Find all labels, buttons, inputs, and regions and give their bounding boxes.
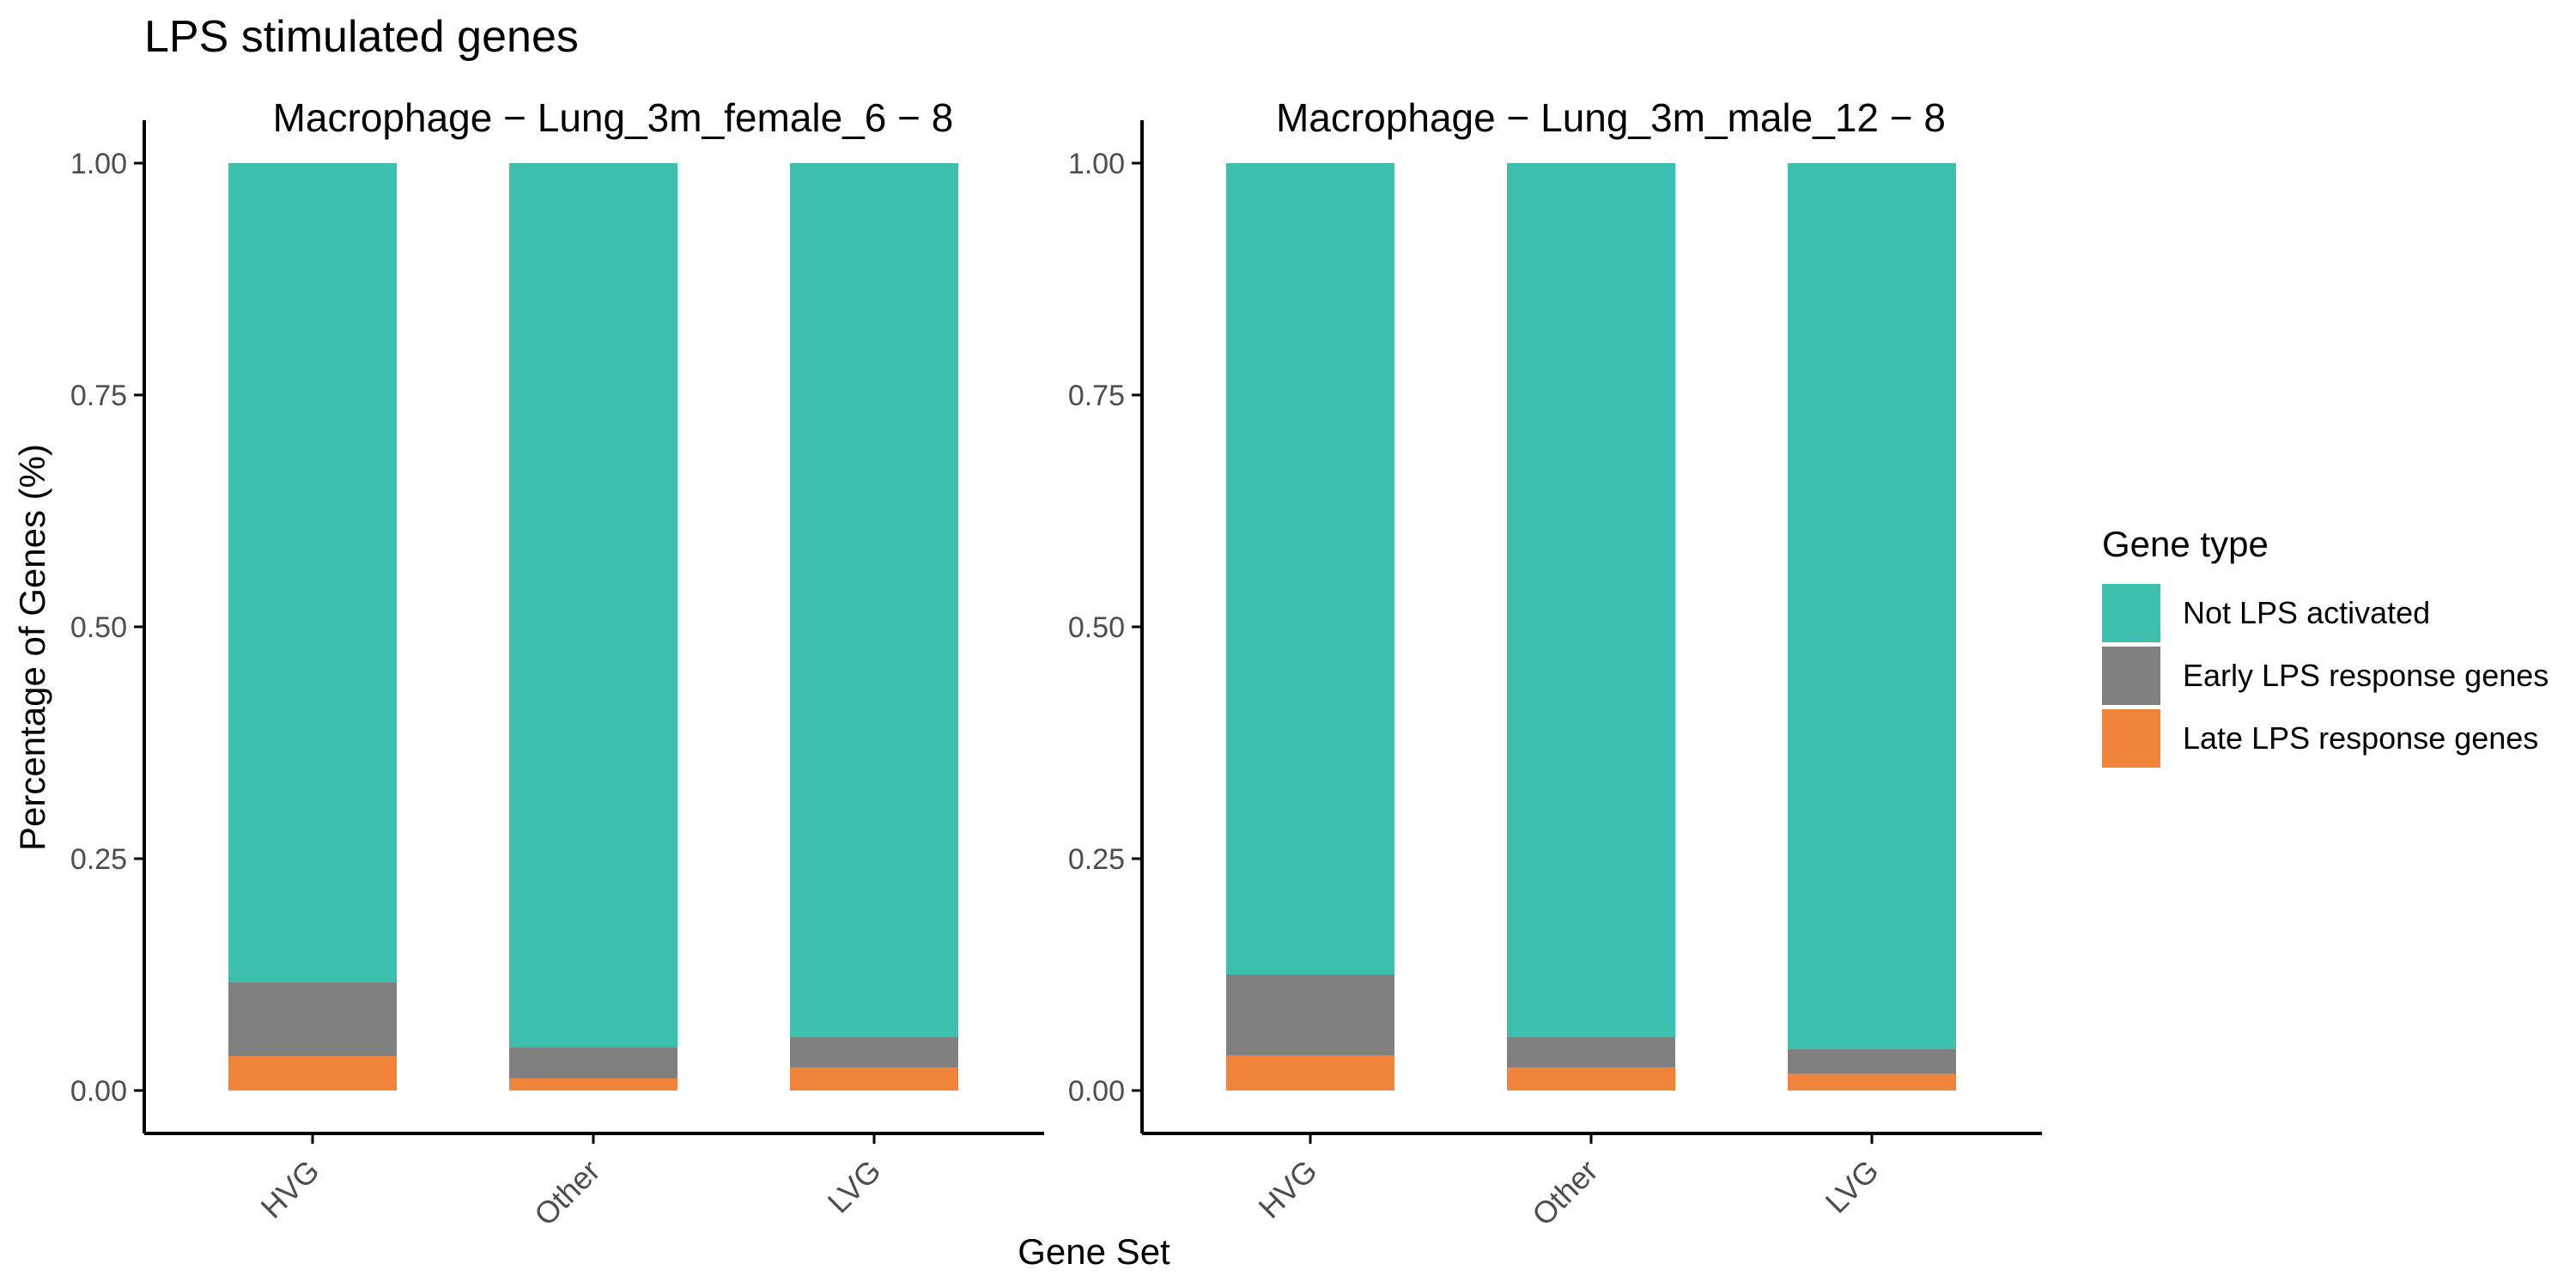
chart-panels: Macrophage − Lung_3m_female_6 − 8 HVG Othe… — [70, 95, 2042, 1232]
bar-segment — [790, 1067, 958, 1091]
legend: Gene type Not LPS activated Early LPS res… — [2102, 524, 2549, 768]
panel-2: Macrophage − Lung_3m_male_12 − 8 HVG Other… — [1068, 95, 2042, 1232]
bar-segment — [1507, 163, 1675, 1037]
legend-swatch — [2102, 584, 2160, 642]
figure-title: LPS stimulated genes — [144, 12, 579, 62]
legend-title: Gene type — [2102, 524, 2269, 564]
legend-swatch — [2102, 709, 2160, 768]
bar-segment — [1788, 1073, 1956, 1091]
y-tick-label: 0.00 — [70, 1075, 127, 1108]
legend-swatch — [2102, 647, 2160, 705]
x-tick-label: LVG — [1819, 1153, 1886, 1220]
y-tick-label: 1.00 — [70, 148, 127, 180]
legend-label: Early LPS response genes — [2183, 658, 2549, 693]
y-tick-label: 0.75 — [70, 380, 127, 412]
bar-segment — [228, 981, 397, 1057]
bar-segment — [228, 163, 397, 982]
y-tick-label: 0.25 — [70, 843, 127, 876]
x-tick-label: HVG — [1252, 1153, 1324, 1225]
bar-segment — [790, 163, 958, 1037]
y-tick-label: 0.50 — [70, 611, 127, 644]
bar-segment — [1788, 1048, 1956, 1074]
y-tick-label: 0.75 — [1068, 380, 1125, 412]
legend-item: Late LPS response genes — [2102, 709, 2538, 768]
legend-label: Not LPS activated — [2183, 595, 2430, 630]
bar-segment — [228, 1056, 397, 1091]
bar-segment — [1226, 163, 1394, 975]
y-tick-label: 0.00 — [1068, 1075, 1125, 1108]
y-tick-label: 1.00 — [1068, 148, 1125, 180]
bar-segment — [509, 1078, 677, 1091]
bar-segment — [1507, 1067, 1675, 1091]
bar-segment — [1507, 1036, 1675, 1067]
legend-item: Early LPS response genes — [2102, 647, 2549, 705]
x-axis-title: Gene Set — [1018, 1231, 1170, 1272]
legend-item: Not LPS activated — [2102, 584, 2430, 642]
x-tick-label: LVG — [821, 1153, 888, 1220]
bar-segment — [509, 163, 677, 1048]
y-axis-title: Percentage of Genes (%) — [12, 444, 52, 851]
bar-segment — [1226, 975, 1394, 1055]
legend-label: Late LPS response genes — [2183, 720, 2538, 756]
y-tick-label: 0.25 — [1068, 843, 1125, 876]
x-tick-label: HVG — [254, 1153, 326, 1225]
bar-segment — [1788, 163, 1956, 1049]
y-tick-label: 0.50 — [1068, 611, 1125, 644]
panel-title: Macrophage − Lung_3m_female_6 − 8 — [273, 95, 954, 140]
x-tick-label: Other — [1525, 1153, 1605, 1233]
panel-1: Macrophage − Lung_3m_female_6 − 8 HVG Othe… — [70, 95, 1044, 1232]
bar-segment — [1226, 1054, 1394, 1091]
bar-segment — [790, 1036, 958, 1067]
bar-segment — [509, 1047, 677, 1078]
panel-title: Macrophage − Lung_3m_male_12 − 8 — [1276, 95, 1946, 140]
x-tick-label: Other — [527, 1153, 607, 1233]
